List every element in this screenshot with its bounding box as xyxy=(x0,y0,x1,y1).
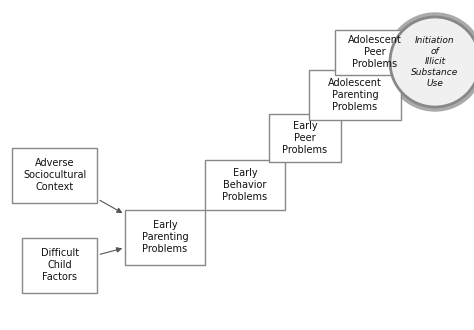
FancyBboxPatch shape xyxy=(309,70,401,120)
FancyBboxPatch shape xyxy=(12,148,98,203)
Text: Early
Parenting
Problems: Early Parenting Problems xyxy=(142,220,188,254)
FancyBboxPatch shape xyxy=(269,114,341,162)
Circle shape xyxy=(390,17,474,107)
Text: Initiation
of
Illicit
Substance
Use: Initiation of Illicit Substance Use xyxy=(411,36,459,88)
FancyBboxPatch shape xyxy=(335,29,415,75)
FancyBboxPatch shape xyxy=(205,160,285,210)
Text: Adolescent
Parenting
Problems: Adolescent Parenting Problems xyxy=(328,78,382,112)
Text: Early
Peer
Problems: Early Peer Problems xyxy=(283,121,328,155)
Text: Early
Behavior
Problems: Early Behavior Problems xyxy=(222,168,267,202)
Text: Difficult
Child
Factors: Difficult Child Factors xyxy=(41,248,79,282)
FancyBboxPatch shape xyxy=(125,210,205,265)
Circle shape xyxy=(386,13,474,111)
FancyBboxPatch shape xyxy=(22,238,98,292)
Text: Adolescent
Peer
Problems: Adolescent Peer Problems xyxy=(348,35,402,69)
Text: Adverse
Sociocultural
Context: Adverse Sociocultural Context xyxy=(23,158,87,192)
